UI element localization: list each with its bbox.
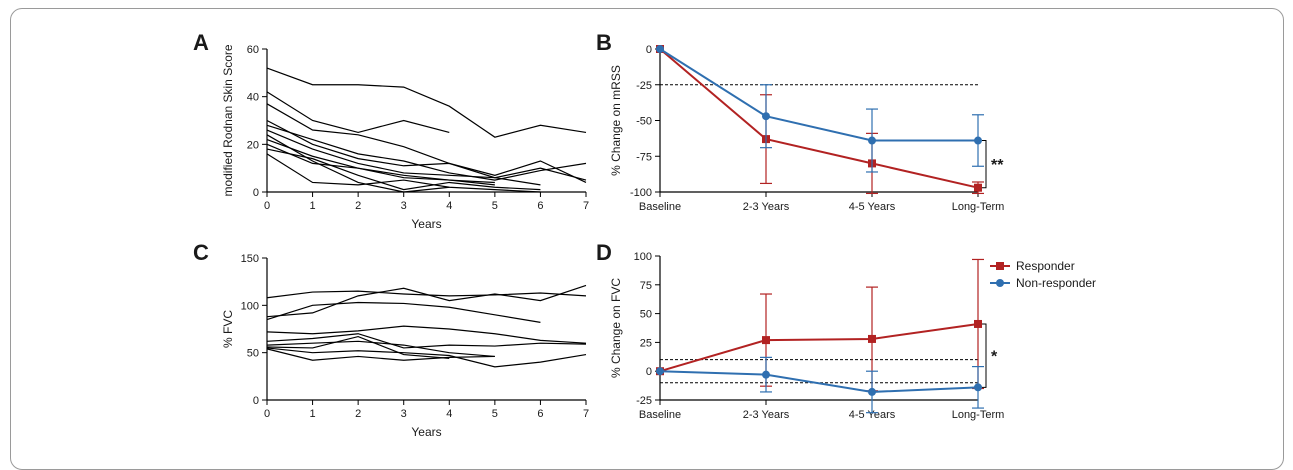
patient-line-6 [266, 129, 541, 186]
x-tick-label: 7 [583, 200, 589, 212]
panel-label-b: B [596, 30, 612, 55]
x-tick-label: 4-5 Years [849, 409, 896, 421]
x-tick-label: 2 [355, 200, 361, 212]
x-tick-label: 3 [401, 408, 407, 420]
x-tick-label: 2 [355, 408, 361, 420]
x-tick-label: 5 [492, 200, 498, 212]
responder-series-line [659, 48, 979, 189]
significance-marker: * [991, 349, 998, 366]
y-tick-label: 75 [640, 280, 652, 292]
legend-label-responder: Responder [1016, 259, 1075, 273]
x-axis-label: Years [411, 425, 441, 439]
nonresponder-series-line [659, 370, 979, 393]
x-tick-label: Long-Term [952, 409, 1005, 421]
patient-line-3 [266, 301, 541, 323]
patient-line-4 [266, 119, 587, 184]
nonresponder-point [656, 45, 664, 53]
nonresponder-point [974, 383, 982, 392]
legend-marker [996, 262, 1004, 270]
responder-point [974, 183, 982, 192]
nonresponder-point [868, 387, 876, 396]
responder-point [762, 336, 770, 345]
y-axis-label: % FVC [221, 310, 235, 348]
patient-line-8 [266, 143, 495, 186]
x-tick-label: 6 [537, 408, 543, 420]
patient-line-2 [266, 91, 450, 134]
y-tick-label: 0 [646, 44, 652, 56]
patient-line-11 [266, 134, 450, 193]
x-tick-label: 1 [310, 408, 316, 420]
x-tick-label: 3 [401, 200, 407, 212]
y-tick-label: 20 [247, 139, 259, 151]
panel-label-c: C [193, 240, 209, 265]
x-tick-label: 2-3 Years [743, 201, 790, 213]
patient-line-9 [266, 148, 541, 191]
y-tick-label: 100 [634, 251, 652, 263]
significance-bracket [982, 323, 987, 388]
nonresponder-point [762, 112, 770, 121]
nonresponder-point [868, 136, 876, 145]
y-axis-label: % Change on FVC [609, 278, 623, 378]
x-tick-label: 1 [310, 200, 316, 212]
y-tick-label: -75 [636, 151, 652, 163]
y-tick-label: 150 [241, 253, 259, 265]
x-tick-label: Baseline [639, 409, 681, 421]
nonresponder-point [762, 370, 770, 379]
x-tick-label: 5 [492, 408, 498, 420]
y-tick-label: 0 [646, 366, 652, 378]
patient-line-5 [266, 124, 587, 181]
y-axis-label: % Change on mRSS [609, 65, 623, 176]
patient-line-4 [266, 325, 587, 344]
x-tick-label: 2-3 Years [743, 409, 790, 421]
patient-line-7 [266, 347, 587, 368]
x-tick-label: 4 [446, 408, 452, 420]
y-tick-label: -25 [636, 80, 652, 92]
x-tick-label: Baseline [639, 201, 681, 213]
significance-marker: ** [991, 157, 1004, 174]
legend-label-nonresponder: Non-responder [1016, 276, 1096, 290]
panel-label-d: D [596, 240, 612, 265]
responder-point [974, 319, 982, 328]
patient-line-3 [266, 103, 587, 181]
y-axis-label: modified Rodnan Skin Score [221, 44, 235, 196]
patient-line-9 [266, 335, 450, 359]
significance-bracket [982, 140, 987, 189]
nonresponder-series-line [659, 48, 978, 142]
y-tick-label: -50 [636, 116, 652, 128]
y-tick-label: 25 [640, 337, 652, 349]
x-tick-label: Long-Term [952, 201, 1005, 213]
x-tick-label: 0 [264, 200, 270, 212]
nonresponder-point [974, 136, 982, 145]
y-tick-label: -25 [636, 395, 652, 407]
legend-marker [996, 279, 1004, 287]
patient-line-5 [266, 333, 587, 349]
y-tick-label: 50 [247, 348, 259, 360]
patient-line-10 [266, 153, 541, 193]
nonresponder-point [656, 367, 664, 376]
x-tick-label: 4-5 Years [849, 201, 896, 213]
patient-line-6 [266, 340, 495, 358]
x-tick-label: 6 [537, 200, 543, 212]
patient-line-1 [266, 67, 587, 138]
responder-point [868, 334, 876, 343]
x-axis-label: Years [411, 217, 441, 231]
y-tick-label: 0 [253, 187, 259, 199]
patient-line-8 [266, 348, 495, 361]
y-tick-label: -100 [630, 187, 652, 199]
y-tick-label: 60 [247, 44, 259, 56]
responder-series-line [659, 322, 979, 373]
panel-label-a: A [193, 30, 209, 55]
x-tick-label: 0 [264, 408, 270, 420]
x-tick-label: 7 [583, 408, 589, 420]
patient-line-2 [266, 284, 587, 318]
y-tick-label: 100 [241, 300, 259, 312]
x-tick-label: 4 [446, 200, 452, 212]
y-tick-label: 50 [640, 309, 652, 321]
y-tick-label: 0 [253, 395, 259, 407]
y-tick-label: 40 [247, 92, 259, 104]
